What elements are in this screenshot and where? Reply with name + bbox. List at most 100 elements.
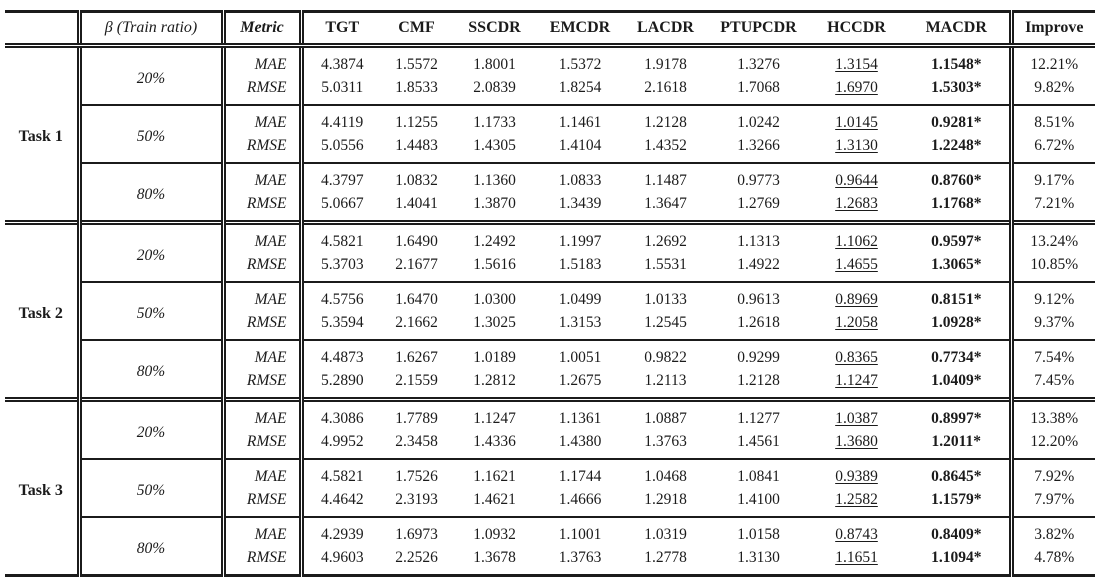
value-cell: 4.5821 [298, 458, 381, 488]
value-cell: 1.0387 [809, 397, 904, 430]
value-cell: 1.3647 [644, 194, 687, 212]
value-cell: 1.4041 [395, 194, 438, 212]
value-cell: 1.0133 [623, 281, 708, 311]
metric-cell: RMSE [220, 311, 301, 340]
train-ratio-cell: 80% [76, 162, 223, 223]
metric-cell: RMSE [220, 76, 301, 105]
value-cell: 0.9597* [904, 220, 1011, 253]
table-row: Task 2 20% MAE 4.5821 1.6490 1.2492 1.1997 1.26… [5, 220, 1095, 400]
value-cell: 1.4655 [835, 255, 878, 273]
table-row: Task 3 20% MAE 4.3086 1.7789 1.1247 1.1361 1.08… [5, 397, 1095, 576]
value-cell: 1.2128 [737, 371, 780, 389]
value-cell: 1.4336 [473, 432, 516, 450]
metric-cell: MAE [220, 43, 301, 76]
improve-cell: 4.78% [1008, 546, 1095, 576]
improve-cell: 3.82% [1008, 516, 1095, 546]
value-cell: 1.8001 [452, 43, 537, 76]
value-cell: 1.1461 [537, 104, 623, 134]
value-cell: 1.5531 [644, 255, 687, 273]
value-cell: 1.2812 [473, 371, 516, 389]
value-cell: 1.0409* [931, 371, 982, 389]
value-cell: 1.3276 [708, 43, 809, 76]
value-cell: 1.0928* [931, 313, 982, 331]
value-cell: 1.2545 [644, 313, 687, 331]
value-cell: 1.1062 [809, 220, 904, 253]
value-cell: 4.5821 [298, 220, 381, 253]
value-cell: 4.4873 [298, 339, 381, 369]
value-cell: 2.3193 [395, 490, 438, 508]
metric-cell: MAE [220, 458, 301, 488]
value-cell: 1.5303* [931, 78, 982, 96]
value-cell: 1.6970 [835, 78, 878, 96]
value-cell: 1.5372 [537, 43, 623, 76]
value-cell: 4.2939 [298, 516, 381, 546]
value-cell: 1.1768* [931, 194, 982, 212]
value-cell: 5.2890 [298, 369, 381, 400]
value-cell: 5.3594 [298, 311, 381, 340]
value-cell: 1.1361 [537, 397, 623, 430]
value-cell: 4.9952 [298, 430, 381, 459]
value-cell: 1.0300 [452, 281, 537, 311]
value-cell: 1.0319 [623, 516, 708, 546]
value-cell: 1.1744 [537, 458, 623, 488]
metric-cell: RMSE [220, 134, 301, 163]
header-method-emcdr: EMCDR [537, 11, 623, 48]
value-cell: 1.0841 [708, 458, 809, 488]
value-cell: 1.2918 [644, 490, 687, 508]
value-cell: 5.0556 [298, 134, 381, 163]
value-cell: 1.4621 [473, 490, 516, 508]
value-cell: 1.7068 [737, 78, 780, 96]
value-cell: 1.4100 [737, 490, 780, 508]
value-cell: 1.6470 [381, 281, 452, 311]
table-row: RMSE 5.0311 1.8533 2.0839 1.8254 2.1618 1.7068… [5, 76, 1095, 105]
table-row: RMSE 5.0667 1.4041 1.3870 1.3439 1.3647 1.2769… [5, 192, 1095, 223]
train-ratio-cell: 20% [76, 43, 223, 105]
value-cell: 1.3678 [473, 548, 516, 566]
value-cell: 1.2692 [623, 220, 708, 253]
value-cell: 1.5616 [473, 255, 516, 273]
value-cell: 4.4119 [298, 104, 381, 134]
header-method-lacdr: LACDR [623, 11, 708, 48]
improve-cell: 13.24% [1008, 220, 1095, 253]
value-cell: 1.1548* [904, 43, 1011, 76]
value-cell: 1.2675 [558, 371, 602, 389]
table-row: Task 1 20% MAE 4.3874 1.5572 1.8001 1.5372 1.91… [5, 43, 1095, 223]
table-row: RMSE 4.9603 2.2526 1.3678 1.3763 1.2778 1.3130… [5, 546, 1095, 576]
value-cell: 1.5572 [381, 43, 452, 76]
header-method-cmf: CMF [381, 11, 452, 48]
value-cell: 4.4642 [298, 488, 381, 517]
value-cell: 1.0499 [537, 281, 623, 311]
value-cell: 1.2248* [931, 136, 982, 154]
improve-cell: 6.72% [1008, 134, 1095, 163]
value-cell: 1.3763 [558, 548, 602, 566]
value-cell: 1.9178 [623, 43, 708, 76]
train-ratio-cell: 20% [76, 220, 223, 282]
improve-cell: 9.17% [1008, 162, 1095, 192]
improve-cell: 9.82% [1008, 76, 1095, 105]
header-method-sscdr: SSCDR [452, 11, 537, 48]
value-cell: 1.4666 [558, 490, 602, 508]
metric-cell: MAE [220, 162, 301, 192]
value-cell: 1.6490 [381, 220, 452, 253]
value-cell: 1.7789 [381, 397, 452, 430]
table-row: RMSE 5.2890 2.1559 1.2812 1.2675 1.2113 1.2128… [5, 369, 1095, 400]
value-cell: 1.3130 [835, 136, 878, 154]
train-ratio-cell: 80% [76, 516, 223, 576]
metric-cell: RMSE [220, 369, 301, 400]
value-cell: 4.3086 [298, 397, 381, 430]
table-row: RMSE 4.9952 2.3458 1.4336 1.4380 1.3763 1.4561… [5, 430, 1095, 459]
value-cell: 0.9389 [809, 458, 904, 488]
value-cell: 0.9299 [708, 339, 809, 369]
improve-cell: 7.45% [1008, 369, 1095, 400]
header-improve: Improve [1008, 11, 1095, 48]
improve-cell: 8.51% [1008, 104, 1095, 134]
metric-cell: RMSE [220, 488, 301, 517]
header-method-macdr: MACDR [904, 11, 1011, 48]
value-cell: 1.4352 [644, 136, 687, 154]
improve-cell: 7.97% [1008, 488, 1095, 517]
value-cell: 1.2769 [737, 194, 780, 212]
table-row: 50% MAE 4.5821 1.7526 1.1621 1.1744 1.0468 1.08… [5, 458, 1095, 517]
value-cell: 1.1621 [452, 458, 537, 488]
value-cell: 1.3439 [558, 194, 602, 212]
header-method-ptupcdr: PTUPCDR [708, 11, 809, 48]
